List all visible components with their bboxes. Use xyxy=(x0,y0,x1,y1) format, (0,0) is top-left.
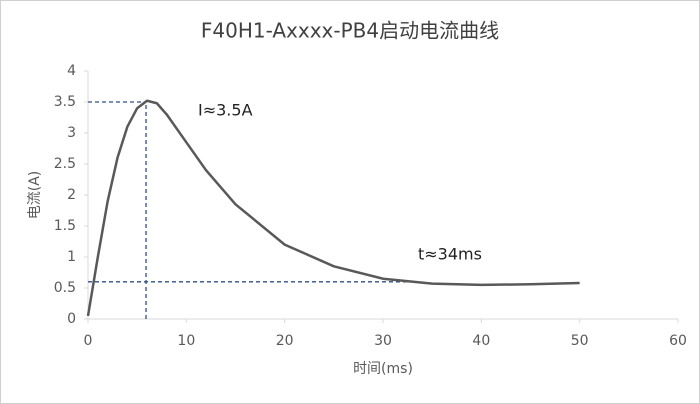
y-tick-label: 3.5 xyxy=(54,94,76,110)
annotation: t≈34ms xyxy=(418,245,482,264)
y-tick-label: 0.5 xyxy=(54,280,76,296)
chart-title: F40H1-Axxxx-PB4启动电流曲线 xyxy=(201,19,499,43)
y-tick-label: 1 xyxy=(67,249,76,265)
y-tick-label: 0 xyxy=(67,311,76,327)
x-tick-label: 50 xyxy=(571,333,589,349)
x-tick-label: 0 xyxy=(84,333,93,349)
x-tick-label: 30 xyxy=(374,333,392,349)
x-axis-label: 时间(ms) xyxy=(353,361,413,377)
x-tick-label: 40 xyxy=(472,333,490,349)
y-axis-label: 电流(A) xyxy=(27,171,43,220)
x-tick-label: 20 xyxy=(276,333,294,349)
y-tick-label: 3 xyxy=(67,125,76,141)
line-series xyxy=(86,99,580,317)
y-tick-label: 4 xyxy=(67,63,76,79)
y-tick-label: 2.5 xyxy=(54,156,76,172)
annotation: I≈3.5A xyxy=(198,101,253,120)
y-tick-label: 1.5 xyxy=(54,218,76,234)
x-tick-label: 10 xyxy=(177,333,195,349)
y-tick-label: 2 xyxy=(67,187,76,203)
x-tick-label: 60 xyxy=(669,333,687,349)
